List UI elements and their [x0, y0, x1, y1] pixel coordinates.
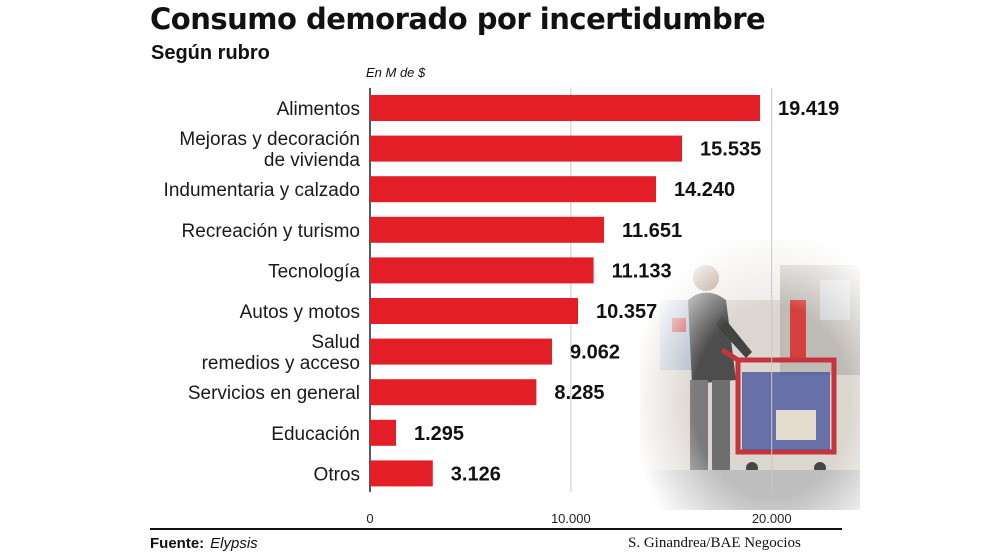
category-label: Indumentaria y calzado	[164, 180, 360, 201]
data-label: 3.126	[451, 463, 501, 485]
source-value: Elypsis	[210, 535, 258, 552]
credit-note: S. Ginandrea/BAE Negocios	[628, 535, 801, 551]
category-label: remedios y acceso	[202, 353, 360, 374]
data-label: 9.062	[570, 342, 620, 364]
bar	[370, 460, 433, 487]
category-label: Educación	[271, 424, 360, 445]
bar	[370, 419, 397, 446]
source-label: Fuente:	[150, 535, 205, 552]
x-tick-label: 20.000	[752, 511, 792, 526]
data-label: 1.295	[414, 423, 464, 445]
data-label: 15.535	[700, 139, 761, 161]
data-label: 11.133	[612, 260, 672, 282]
category-label: Salud	[311, 332, 360, 353]
data-label: 19.419	[778, 98, 839, 120]
bar	[370, 379, 537, 406]
category-label: Tecnología	[268, 261, 360, 282]
bar	[370, 95, 761, 121]
data-label: 10.357	[596, 301, 657, 323]
category-label: Servicios en general	[188, 383, 360, 404]
category-label: Recreación y turismo	[182, 221, 360, 242]
bar	[370, 298, 579, 324]
data-label: 14.240	[674, 179, 735, 201]
shopping-cart-photo	[640, 240, 860, 510]
bar	[370, 257, 594, 284]
x-axis-ticks: 0 10.000 20.000	[366, 511, 791, 526]
category-label: Alimentos	[277, 99, 360, 120]
bar	[370, 176, 657, 203]
bars	[370, 95, 761, 487]
category-label: Autos y motos	[240, 302, 360, 323]
bar	[370, 216, 605, 243]
bar	[370, 135, 683, 162]
bar	[370, 338, 553, 365]
x-tick-label: 0	[366, 511, 373, 526]
category-label: Mejoras y decoración	[179, 129, 360, 150]
category-label: Otros	[314, 464, 360, 485]
data-label: 11.651	[622, 220, 682, 242]
source-note: Fuente: Elypsis	[150, 535, 258, 552]
x-tick-label: 10.000	[551, 511, 591, 526]
unit-label: En M de $	[366, 65, 426, 80]
chart-title: Consumo demorado por incertidumbre	[150, 2, 766, 36]
value-labels: 19.419 15.535 14.240 11.651 11.133 10.357 9.06…	[414, 98, 839, 485]
chart-subtitle: Según rubro	[151, 42, 270, 64]
data-label: 8.285	[554, 382, 604, 404]
footer-divider	[150, 528, 842, 530]
category-label: de vivienda	[264, 150, 361, 171]
